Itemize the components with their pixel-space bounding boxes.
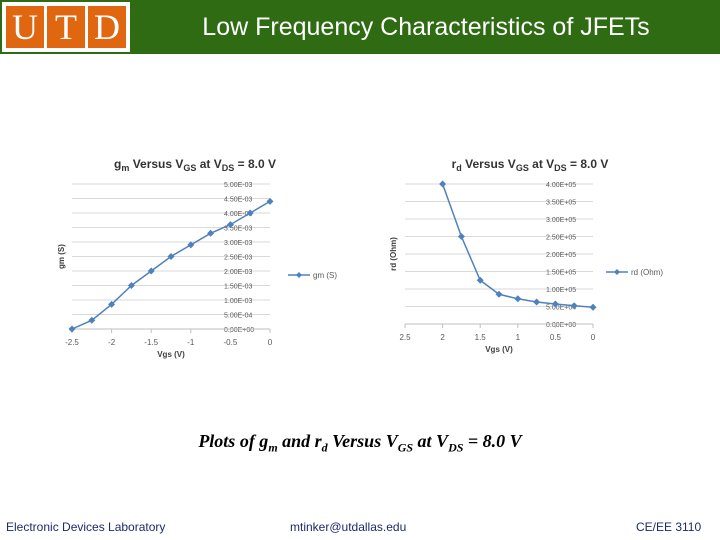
data-point — [167, 253, 175, 260]
data-point — [187, 241, 195, 249]
y-tick-label: 0.00E+00 — [224, 327, 254, 334]
caption-text: Versus V — [327, 431, 398, 451]
data-point — [147, 267, 155, 275]
y-tick-label: 4.50E-03 — [224, 197, 253, 204]
x-tick-label: -0.5 — [224, 338, 238, 347]
y-tick-label: 3.00E-03 — [224, 240, 253, 247]
slide-title: Low Frequency Characteristics of JFETs — [202, 13, 650, 41]
y-tick-label: 2.50E-03 — [224, 255, 253, 262]
caption-text: at V — [413, 431, 449, 451]
legend-marker — [614, 269, 620, 275]
x-axis-label: Vgs (V) — [485, 345, 513, 354]
data-point — [570, 302, 578, 310]
y-axis-label: gm (S) — [57, 244, 66, 269]
data-point — [551, 300, 559, 308]
caption-text: = 8.0 V — [463, 431, 522, 451]
figure-caption: Plots of gm and rd Versus VGS at VDS = 8… — [0, 431, 720, 456]
chart-title: gm Versus VGS at VDS = 8.0 V — [114, 157, 276, 173]
y-tick-label: 2.00E+05 — [546, 252, 576, 259]
data-point — [439, 180, 447, 188]
x-tick-label: 0 — [268, 338, 273, 347]
y-tick-label: 3.50E+05 — [546, 200, 576, 207]
y-tick-label: 4.00E+05 — [546, 182, 576, 189]
data-point — [207, 229, 215, 237]
x-tick-label: 1 — [516, 333, 521, 342]
y-tick-label: 2.50E+05 — [546, 235, 576, 242]
y-tick-label: 5.00E-04 — [224, 313, 253, 320]
y-tick-label: 1.50E-03 — [224, 284, 253, 291]
x-axis-label: Vgs (V) — [157, 350, 185, 359]
logo-letter-d: D — [88, 6, 126, 48]
caption-subscript: d — [321, 440, 328, 455]
x-tick-label: -2 — [108, 338, 116, 347]
slide-header: U T D Low Frequency Characteristics of J… — [0, 0, 720, 54]
gm-chart: gm Versus VGS at VDS = 8.0 V 0.00E+00 5.00… — [57, 157, 337, 359]
utd-logo: U T D — [2, 2, 130, 52]
data-point — [246, 209, 254, 217]
logo-letter-t: T — [47, 6, 85, 48]
y-tick-label: 3.50E-03 — [224, 226, 253, 233]
y-tick-label: 4.00E-03 — [224, 211, 253, 218]
y-tick-label: 2.00E-03 — [224, 269, 253, 276]
data-point — [589, 303, 597, 311]
y-tick-label: 0.00E+00 — [546, 322, 576, 329]
data-point — [533, 298, 541, 306]
x-tick-label: 2 — [440, 333, 445, 342]
x-tick-label: 2.5 — [399, 333, 411, 342]
y-tick-label: 1.00E-03 — [224, 298, 253, 305]
footer-course: CE/EE 3110 — [636, 520, 702, 534]
caption-text: and r — [277, 431, 322, 451]
logo-letter-u: U — [6, 6, 44, 48]
y-tick-label: 5.00E+04 — [546, 305, 576, 312]
x-tick-label: 0.5 — [550, 333, 562, 342]
data-point — [495, 290, 503, 298]
rd-chart: rd Versus VGS at VDS = 8.0 V 0.00E+00 5.00… — [389, 157, 663, 354]
y-tick-label: 5.00E-03 — [224, 182, 253, 189]
caption-text: Plots of g — [198, 431, 269, 451]
series-line — [71, 200, 271, 330]
legend-label: rd (Ohm) — [631, 268, 663, 277]
chart-title: rd Versus VGS at VDS = 8.0 V — [452, 157, 609, 173]
y-tick-label: 3.00E+05 — [546, 217, 576, 224]
legend-marker — [296, 272, 302, 278]
caption-subscript: GS — [397, 440, 414, 455]
y-axis-label: rd (Ohm) — [389, 237, 398, 271]
legend-label: gm (S) — [313, 271, 337, 280]
data-point — [457, 233, 465, 240]
data-point — [476, 276, 484, 284]
data-point — [68, 325, 76, 333]
x-tick-label: 1.5 — [475, 333, 487, 342]
x-tick-label: -1.5 — [144, 338, 158, 347]
caption-subscript: m — [268, 440, 278, 455]
data-point — [514, 295, 522, 303]
x-tick-label: 0 — [591, 333, 596, 342]
data-point — [108, 300, 116, 308]
x-tick-label: -1 — [187, 338, 195, 347]
y-tick-label: 1.50E+05 — [546, 270, 576, 277]
caption-subscript: DS — [448, 440, 464, 455]
data-point — [226, 221, 234, 229]
x-tick-label: -2.5 — [65, 338, 79, 347]
y-tick-label: 1.00E+05 — [546, 287, 576, 294]
footer-lab: Electronic Devices Laboratory — [6, 520, 166, 534]
footer-email: mtinker@utdallas.edu — [290, 520, 407, 534]
data-point — [88, 316, 96, 324]
data-point — [266, 197, 274, 205]
